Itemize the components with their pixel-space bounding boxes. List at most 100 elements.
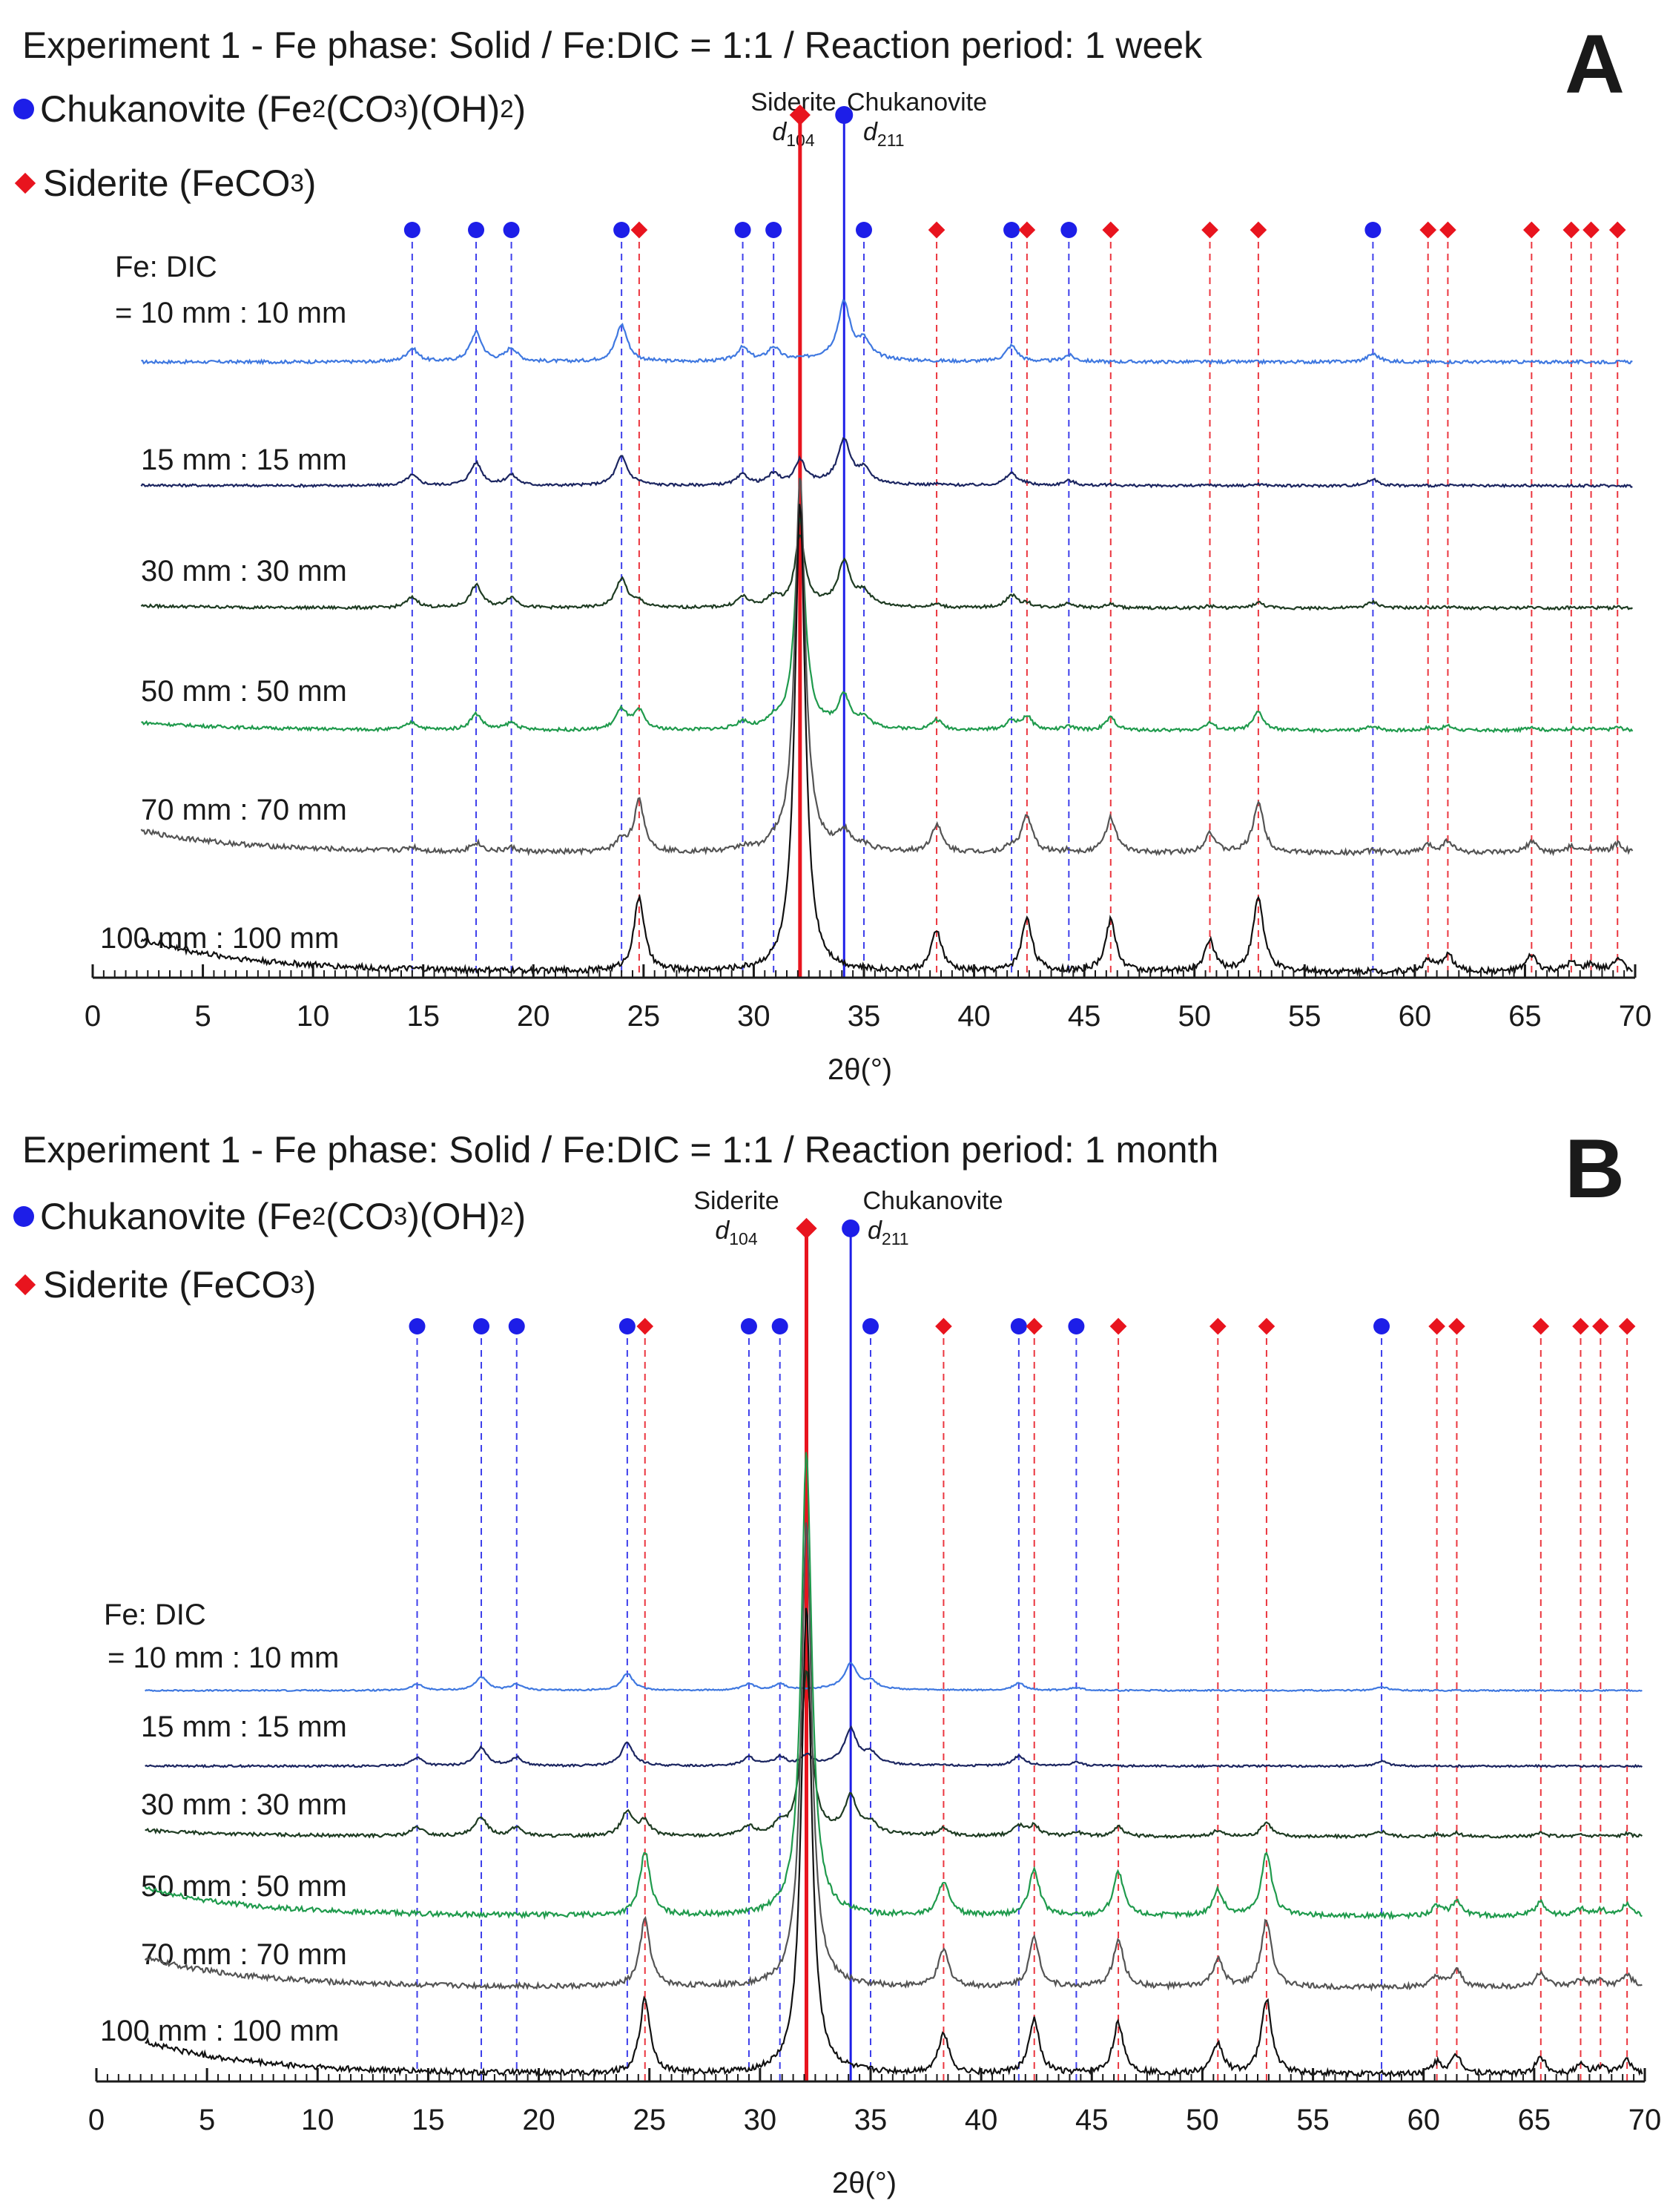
siderite-peak-marker: [1201, 221, 1218, 239]
siderite-peak-marker: [935, 1317, 952, 1335]
series-label: = 10 mm : 10 mm: [108, 1642, 340, 1674]
chukanovite-peak-marker: [409, 1318, 426, 1334]
x-tick-label: 5: [199, 2104, 216, 2136]
legend-chukanovite: Chukanovite (Fe 2 (CO 3)(OH) 2): [13, 88, 526, 131]
panel-b: Experiment 1 - Fe phase: Solid / Fe:DIC …: [0, 1106, 1670, 2212]
chukanovite-d211-marker: [842, 1219, 860, 1237]
chukanovite-peak-marker: [1364, 222, 1382, 238]
pattern-line: [145, 1725, 1643, 1768]
siderite-d104-marker: [789, 104, 811, 126]
xrd-plot: [91, 104, 1637, 979]
x-tick-label: 5: [194, 1000, 211, 1033]
siderite-peak-marker: [1562, 221, 1580, 239]
series-label: 70 mm : 70 mm: [141, 794, 347, 826]
chart-title: Experiment 1 - Fe phase: Solid / Fe:DIC …: [22, 24, 1203, 66]
series-label: 100 mm : 100 mm: [100, 2015, 340, 2047]
x-tick-label: 20: [522, 2104, 555, 2136]
chukanovite-peak-marker: [473, 1318, 490, 1334]
chukanovite-marker-icon: [13, 99, 34, 119]
series-label-prefix: Fe: DIC: [115, 251, 217, 283]
siderite-peak-marker: [1448, 1317, 1465, 1335]
pattern-line: [140, 437, 1633, 489]
siderite-peak-marker: [1018, 221, 1036, 239]
x-tick-label: 15: [412, 2104, 445, 2136]
x-tick-label: 10: [296, 1000, 330, 1033]
x-axis-label: 2θ(°): [832, 2167, 897, 2199]
siderite-d104-marker: [796, 1217, 817, 1240]
siderite-peak-marker: [1592, 1317, 1609, 1335]
chukanovite-marker-icon: [13, 1206, 34, 1227]
x-tick-label: 45: [1075, 2104, 1109, 2136]
x-tick-label: 15: [406, 1000, 440, 1033]
x-tick-label: 60: [1407, 2104, 1440, 2136]
series-label: 30 mm : 30 mm: [141, 555, 347, 587]
x-tick-label: 65: [1517, 2104, 1551, 2136]
chukanovite-peak-marker: [468, 222, 485, 238]
series-label: 30 mm : 30 mm: [141, 1788, 347, 1821]
pattern-line: [140, 478, 1634, 857]
chart-title: Experiment 1 - Fe phase: Solid / Fe:DIC …: [22, 1129, 1219, 1171]
chukanovite-peak-marker: [1010, 1318, 1027, 1334]
siderite-peak-marker: [636, 1317, 654, 1335]
siderite-d104-label: Siderite d104: [693, 1187, 779, 1248]
siderite-peak-marker: [1109, 1317, 1127, 1335]
x-tick-label: 35: [847, 1000, 881, 1033]
x-tick-label: 25: [633, 2104, 666, 2136]
legend-siderite: Siderite (FeCO 3): [13, 1263, 316, 1306]
chukanovite-peak-marker: [1373, 1318, 1390, 1334]
x-tick-label: 50: [1178, 1000, 1211, 1033]
chukanovite-peak-marker: [734, 222, 751, 238]
series-label: 15 mm : 15 mm: [141, 1711, 347, 1743]
pattern-line: [145, 1670, 1643, 1840]
x-tick-label: 35: [854, 2104, 888, 2136]
chukanovite-peak-marker: [503, 222, 520, 238]
x-tick-label: 25: [627, 1000, 661, 1033]
siderite-peak-marker: [1102, 221, 1120, 239]
chukanovite-d211-label: Chukanovite d211: [862, 1187, 1003, 1248]
x-axis-label: 2θ(°): [828, 1053, 893, 1086]
siderite-peak-marker: [928, 221, 945, 239]
chukanovite-d211-marker: [835, 106, 854, 124]
pattern-line: [141, 298, 1633, 366]
chukanovite-peak-marker: [618, 1318, 636, 1334]
pattern-line: [140, 534, 1633, 611]
chukanovite-d211-label: Chukanovite d211: [847, 88, 988, 150]
x-tick-label: 40: [964, 2104, 998, 2136]
siderite-peak-marker: [1439, 221, 1456, 239]
chukanovite-peak-marker: [771, 1318, 788, 1334]
series-label: 70 mm : 70 mm: [141, 1938, 347, 1971]
x-tick-label: 60: [1398, 1000, 1432, 1033]
chukanovite-peak-marker: [508, 1318, 525, 1334]
chukanovite-peak-marker: [1068, 1318, 1085, 1334]
chukanovite-peak-marker: [403, 222, 420, 238]
x-tick-label: 55: [1296, 2104, 1330, 2136]
chukanovite-peak-marker: [613, 222, 630, 238]
siderite-peak-marker: [1428, 1317, 1445, 1335]
siderite-peak-marker: [1608, 221, 1626, 239]
x-tick-label: 0: [88, 2104, 105, 2136]
chukanovite-peak-marker: [862, 1318, 879, 1334]
x-tick-label: 45: [1067, 1000, 1101, 1033]
x-tick-label: 0: [84, 1000, 102, 1033]
pattern-line: [145, 1607, 1643, 2078]
series-label: 50 mm : 50 mm: [141, 675, 347, 708]
pattern-line: [140, 504, 1634, 977]
x-tick-label: 65: [1508, 1000, 1542, 1033]
x-tick-label: 40: [957, 1000, 991, 1033]
series-label-prefix: Fe: DIC: [104, 1599, 206, 1631]
chukanovite-peak-marker: [1003, 222, 1020, 238]
pattern-line: [141, 516, 1634, 734]
panel-letter: B: [1565, 1122, 1625, 1215]
x-tick-label: 50: [1186, 2104, 1219, 2136]
siderite-peak-marker: [1618, 1317, 1636, 1335]
x-tick-label: 70: [1618, 1000, 1652, 1033]
series-label: 50 mm : 50 mm: [141, 1870, 347, 1903]
siderite-peak-marker: [1572, 1317, 1589, 1335]
x-tick-label: 55: [1288, 1000, 1321, 1033]
chukanovite-peak-marker: [740, 1318, 757, 1334]
siderite-peak-marker: [1250, 221, 1267, 239]
siderite-peak-marker: [1419, 221, 1436, 239]
legend-siderite: Siderite (FeCO 3): [13, 162, 316, 205]
pattern-line: [144, 1522, 1643, 1992]
x-tick-label: 70: [1628, 2104, 1662, 2136]
